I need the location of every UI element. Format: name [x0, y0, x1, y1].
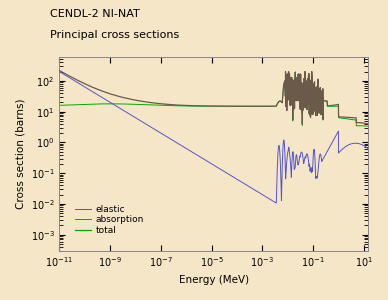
Text: CENDL-2 NI-NAT: CENDL-2 NI-NAT: [50, 9, 140, 19]
elastic: [283, 70, 288, 74]
elastic: [70, 103, 74, 106]
Line: absorption: absorption: [59, 72, 369, 203]
total: [57, 69, 62, 72]
total: [208, 104, 213, 108]
absorption: [274, 201, 279, 205]
total: [367, 122, 371, 126]
total: [59, 70, 63, 73]
elastic: [367, 124, 371, 128]
absorption: [118, 106, 122, 110]
elastic: [118, 102, 122, 106]
total: [350, 116, 355, 119]
Text: Principal cross sections: Principal cross sections: [50, 30, 180, 40]
absorption: [70, 78, 74, 81]
Line: elastic: elastic: [59, 72, 369, 126]
absorption: [350, 142, 355, 145]
X-axis label: Energy (MeV): Energy (MeV): [179, 275, 249, 285]
elastic: [208, 104, 213, 108]
elastic: [350, 118, 355, 122]
Legend: elastic, absorption, total: elastic, absorption, total: [73, 203, 146, 237]
total: [76, 79, 80, 82]
total: [70, 76, 74, 79]
absorption: [59, 70, 63, 74]
Line: total: total: [59, 70, 369, 124]
absorption: [208, 161, 213, 165]
elastic: [59, 103, 63, 107]
elastic: [57, 103, 62, 107]
Y-axis label: Cross section (barns): Cross section (barns): [15, 99, 25, 209]
total: [118, 95, 122, 98]
absorption: [367, 148, 371, 151]
absorption: [76, 81, 80, 85]
elastic: [76, 103, 80, 106]
absorption: [57, 70, 62, 74]
